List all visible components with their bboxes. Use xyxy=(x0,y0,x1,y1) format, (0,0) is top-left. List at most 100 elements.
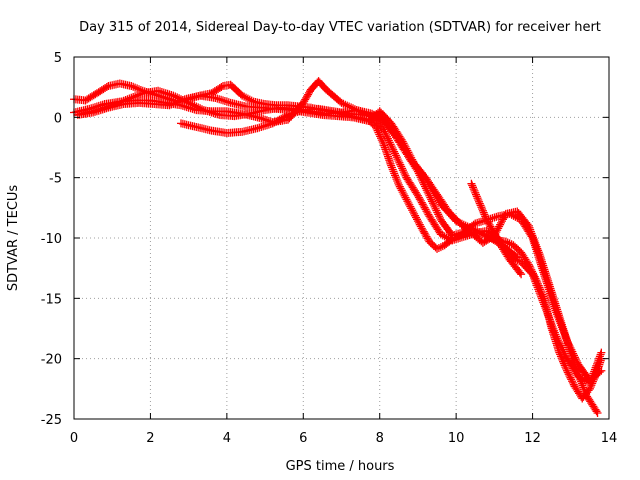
x-axis-label: GPS time / hours xyxy=(286,459,395,474)
data-point-fill xyxy=(228,82,245,99)
data-point-fill xyxy=(300,87,314,106)
data-point-fill xyxy=(392,133,414,162)
data-point xyxy=(570,360,579,369)
data-series xyxy=(70,77,606,417)
data-point-fill xyxy=(377,108,394,126)
data-point-fill xyxy=(315,78,329,93)
data-point-fill xyxy=(426,193,444,222)
data-point-fill xyxy=(518,250,532,267)
data-point xyxy=(391,149,399,158)
data-point-fill xyxy=(587,368,604,383)
data-point-fill xyxy=(559,326,578,367)
data-point xyxy=(379,139,388,148)
data-point xyxy=(593,408,602,417)
series-track-6 xyxy=(467,179,526,279)
x-tick-label: 0 xyxy=(70,431,78,446)
data-point-fill xyxy=(454,218,474,232)
data-point-fill xyxy=(426,213,444,237)
x-tick-label: 6 xyxy=(299,431,307,446)
data-point xyxy=(528,270,537,279)
data-point-fill xyxy=(556,350,571,373)
x-tick-label: 8 xyxy=(376,431,384,446)
data-point-fill xyxy=(552,332,571,361)
data-point-fill xyxy=(94,83,111,97)
data-point-fill xyxy=(468,181,483,204)
data-point-fill xyxy=(514,267,524,277)
x-tick-label: 14 xyxy=(601,431,618,446)
data-point xyxy=(417,224,426,233)
data-point-fill xyxy=(270,111,291,127)
data-point-fill xyxy=(407,157,429,181)
data-point xyxy=(475,197,484,206)
data-point-fill xyxy=(491,231,505,250)
data-point-fill xyxy=(395,182,410,202)
data-point-fill xyxy=(511,242,524,255)
y-tick-label: -10 xyxy=(41,232,62,247)
data-point-fill xyxy=(391,151,410,180)
data-point-fill xyxy=(518,259,536,277)
chart-title: Day 315 of 2014, Sidereal Day-to-day VTE… xyxy=(79,20,601,35)
data-point-fill xyxy=(323,86,344,106)
data-point xyxy=(387,161,396,170)
data-point-fill xyxy=(167,96,187,109)
data-point-fill xyxy=(469,225,489,239)
data-point-fill xyxy=(563,368,578,389)
data-point xyxy=(402,195,411,204)
data-point xyxy=(410,209,419,218)
data-point-fill xyxy=(209,83,226,97)
data-point xyxy=(433,244,442,253)
data-point xyxy=(467,179,476,188)
data-point-fill xyxy=(403,197,418,217)
data-point-fill xyxy=(499,245,513,262)
y-tick-label: 0 xyxy=(54,111,62,126)
data-point-fill xyxy=(125,90,145,103)
data-point-fill xyxy=(583,392,601,416)
data-point-fill xyxy=(506,257,520,272)
data-point-fill xyxy=(377,113,398,138)
data-point-fill xyxy=(438,201,459,224)
data-point-fill xyxy=(483,217,498,236)
data-point xyxy=(238,91,247,100)
data-point xyxy=(517,270,526,279)
data-point-fill xyxy=(83,90,100,104)
y-tick-label: -15 xyxy=(41,292,62,307)
data-point-fill xyxy=(475,199,490,223)
data-point-fill xyxy=(434,242,447,252)
x-tick-label: 10 xyxy=(448,431,465,446)
data-point-fill xyxy=(403,175,421,199)
data-point xyxy=(524,221,533,230)
data-point xyxy=(127,81,136,90)
y-tick-label: -25 xyxy=(41,413,62,428)
data-point xyxy=(413,191,422,200)
data-point xyxy=(540,300,549,309)
y-tick-label: -5 xyxy=(49,172,62,187)
data-point-fill xyxy=(540,272,559,313)
data-point-fill xyxy=(514,209,532,229)
data-point-fill xyxy=(525,223,544,259)
data-point xyxy=(562,366,571,375)
data-point xyxy=(452,217,461,226)
data-point xyxy=(169,91,178,100)
data-point xyxy=(299,98,308,107)
data-point-fill xyxy=(540,302,559,337)
data-point xyxy=(597,348,606,357)
data-point-fill xyxy=(372,124,387,146)
data-point-fill xyxy=(186,99,206,114)
data-point xyxy=(490,229,499,238)
data-point xyxy=(513,253,522,262)
data-point xyxy=(551,330,560,339)
data-point-fill xyxy=(438,217,456,238)
data-point-fill xyxy=(571,362,590,397)
data-point xyxy=(268,119,277,128)
axis-ticks: 0 2 4 6 8 10 12 14 5 0 -5 -10 -15 -20 -25 xyxy=(41,51,618,446)
data-point-fill xyxy=(503,238,516,249)
data-point xyxy=(467,224,476,233)
data-point-fill xyxy=(414,193,433,219)
data-point-fill xyxy=(380,127,399,156)
y-axis-label: SDTVAR / TECUs xyxy=(6,185,21,292)
x-tick-label: 4 xyxy=(223,431,231,446)
data-point xyxy=(337,98,346,107)
data-point-fill xyxy=(418,226,433,244)
data-point-fill xyxy=(380,141,395,168)
